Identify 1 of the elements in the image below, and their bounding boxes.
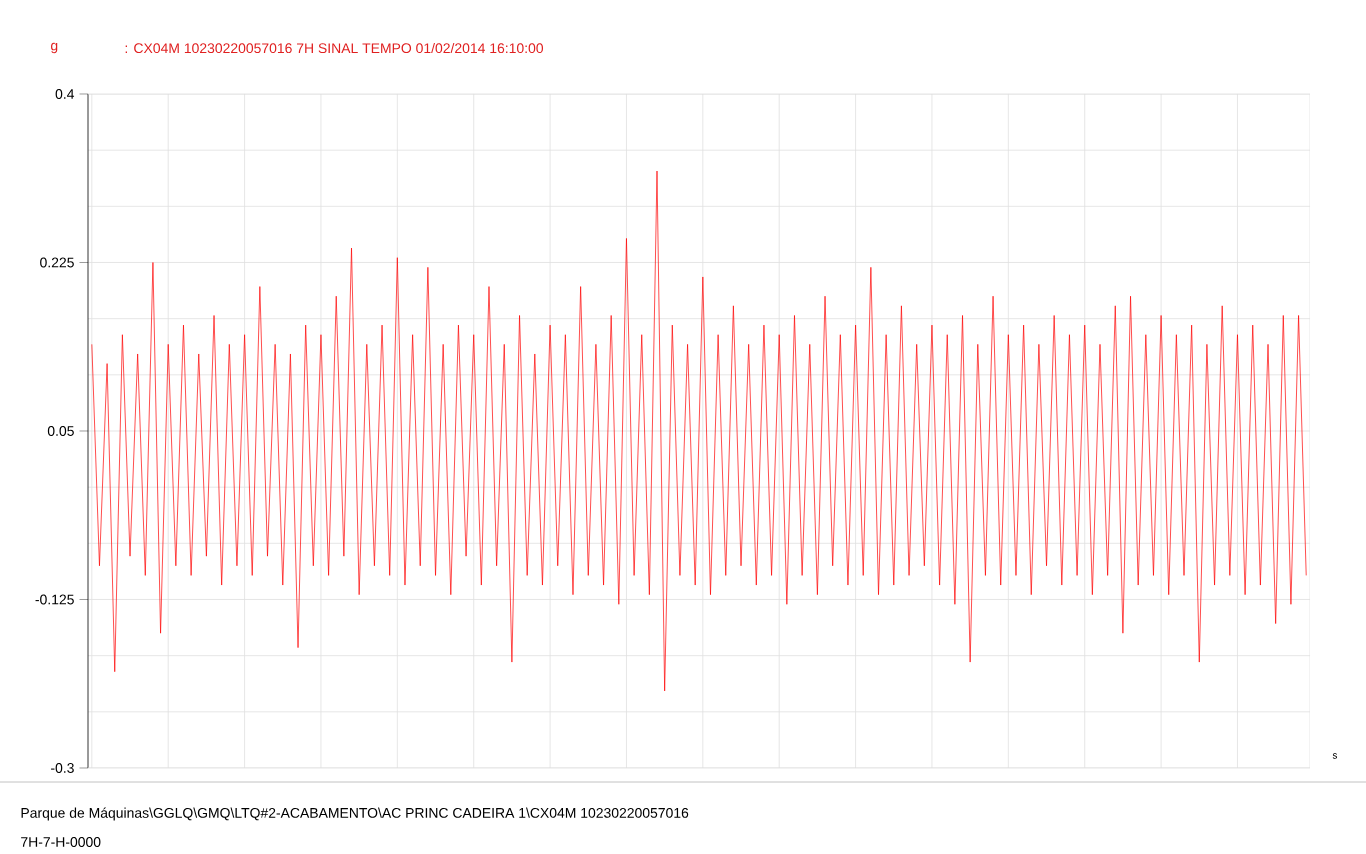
line-series: [91, 170, 1307, 692]
